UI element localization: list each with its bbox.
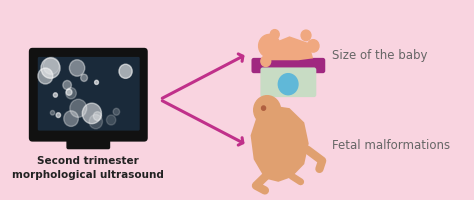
- Circle shape: [69, 60, 85, 77]
- Circle shape: [262, 106, 265, 111]
- Circle shape: [38, 69, 53, 85]
- Text: Fetal malformations: Fetal malformations: [332, 139, 450, 152]
- FancyBboxPatch shape: [260, 68, 316, 98]
- Text: Second trimester: Second trimester: [37, 155, 139, 165]
- Circle shape: [89, 115, 102, 129]
- Circle shape: [66, 90, 72, 96]
- Text: Size of the baby: Size of the baby: [332, 48, 428, 61]
- Circle shape: [270, 30, 279, 40]
- Circle shape: [107, 115, 116, 125]
- FancyBboxPatch shape: [252, 59, 325, 74]
- Circle shape: [301, 31, 311, 41]
- Circle shape: [82, 104, 101, 124]
- Circle shape: [66, 88, 76, 99]
- FancyBboxPatch shape: [29, 49, 148, 142]
- Circle shape: [63, 81, 72, 90]
- Circle shape: [119, 65, 132, 79]
- Circle shape: [56, 113, 61, 118]
- Circle shape: [64, 111, 78, 127]
- Circle shape: [307, 40, 319, 53]
- Circle shape: [261, 57, 271, 67]
- Circle shape: [54, 93, 57, 98]
- FancyBboxPatch shape: [38, 58, 140, 131]
- Circle shape: [254, 96, 281, 125]
- Circle shape: [95, 81, 99, 85]
- Circle shape: [113, 109, 119, 116]
- Circle shape: [70, 100, 87, 118]
- Circle shape: [41, 59, 60, 79]
- Polygon shape: [251, 106, 309, 182]
- Text: morphological ultrasound: morphological ultrasound: [12, 169, 164, 179]
- Circle shape: [50, 111, 55, 115]
- Circle shape: [259, 35, 280, 58]
- Circle shape: [93, 112, 101, 121]
- Polygon shape: [265, 37, 313, 61]
- Circle shape: [278, 74, 298, 95]
- Circle shape: [81, 75, 88, 82]
- Circle shape: [43, 58, 59, 75]
- Polygon shape: [82, 138, 95, 140]
- FancyBboxPatch shape: [66, 138, 110, 150]
